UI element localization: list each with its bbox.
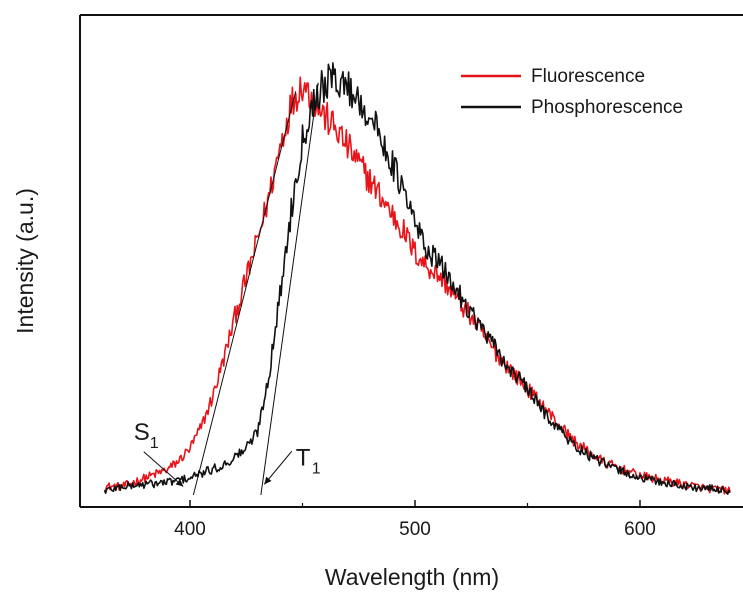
onset-tangent-line bbox=[192, 91, 297, 496]
annotation-arrow bbox=[143, 451, 184, 487]
plot-frame bbox=[79, 14, 743, 508]
legend-label-fluorescence: Fluorescence bbox=[531, 66, 645, 87]
arrow-head-icon bbox=[264, 476, 272, 485]
annotations: S 1T 1 bbox=[134, 419, 321, 487]
annotation-label: S bbox=[134, 419, 150, 446]
x-tick-label: 500 bbox=[399, 519, 431, 540]
x-axis-ticks: 400 500 600 bbox=[174, 500, 656, 540]
onset-tangent-line bbox=[260, 82, 319, 496]
x-axis-title: Wavelength (nm) bbox=[325, 564, 499, 590]
series-layer bbox=[103, 62, 731, 495]
onset-lines bbox=[192, 82, 319, 496]
x-tick-label: 400 bbox=[174, 519, 206, 540]
series-line-phosphorescence bbox=[103, 62, 731, 495]
annotation-subscript: 1 bbox=[312, 460, 321, 477]
legend-label-phosphorescence: Phosphorescence bbox=[531, 97, 683, 118]
annotation-label: T bbox=[296, 444, 311, 471]
annotation-subscript: 1 bbox=[150, 435, 159, 452]
arrow-head-icon bbox=[175, 479, 184, 487]
series-line-fluorescence bbox=[104, 76, 731, 495]
legend: Fluorescence Phosphorescence bbox=[461, 66, 683, 118]
x-tick-label: 600 bbox=[624, 519, 656, 540]
y-axis-title: Intensity (a.u.) bbox=[12, 188, 38, 334]
